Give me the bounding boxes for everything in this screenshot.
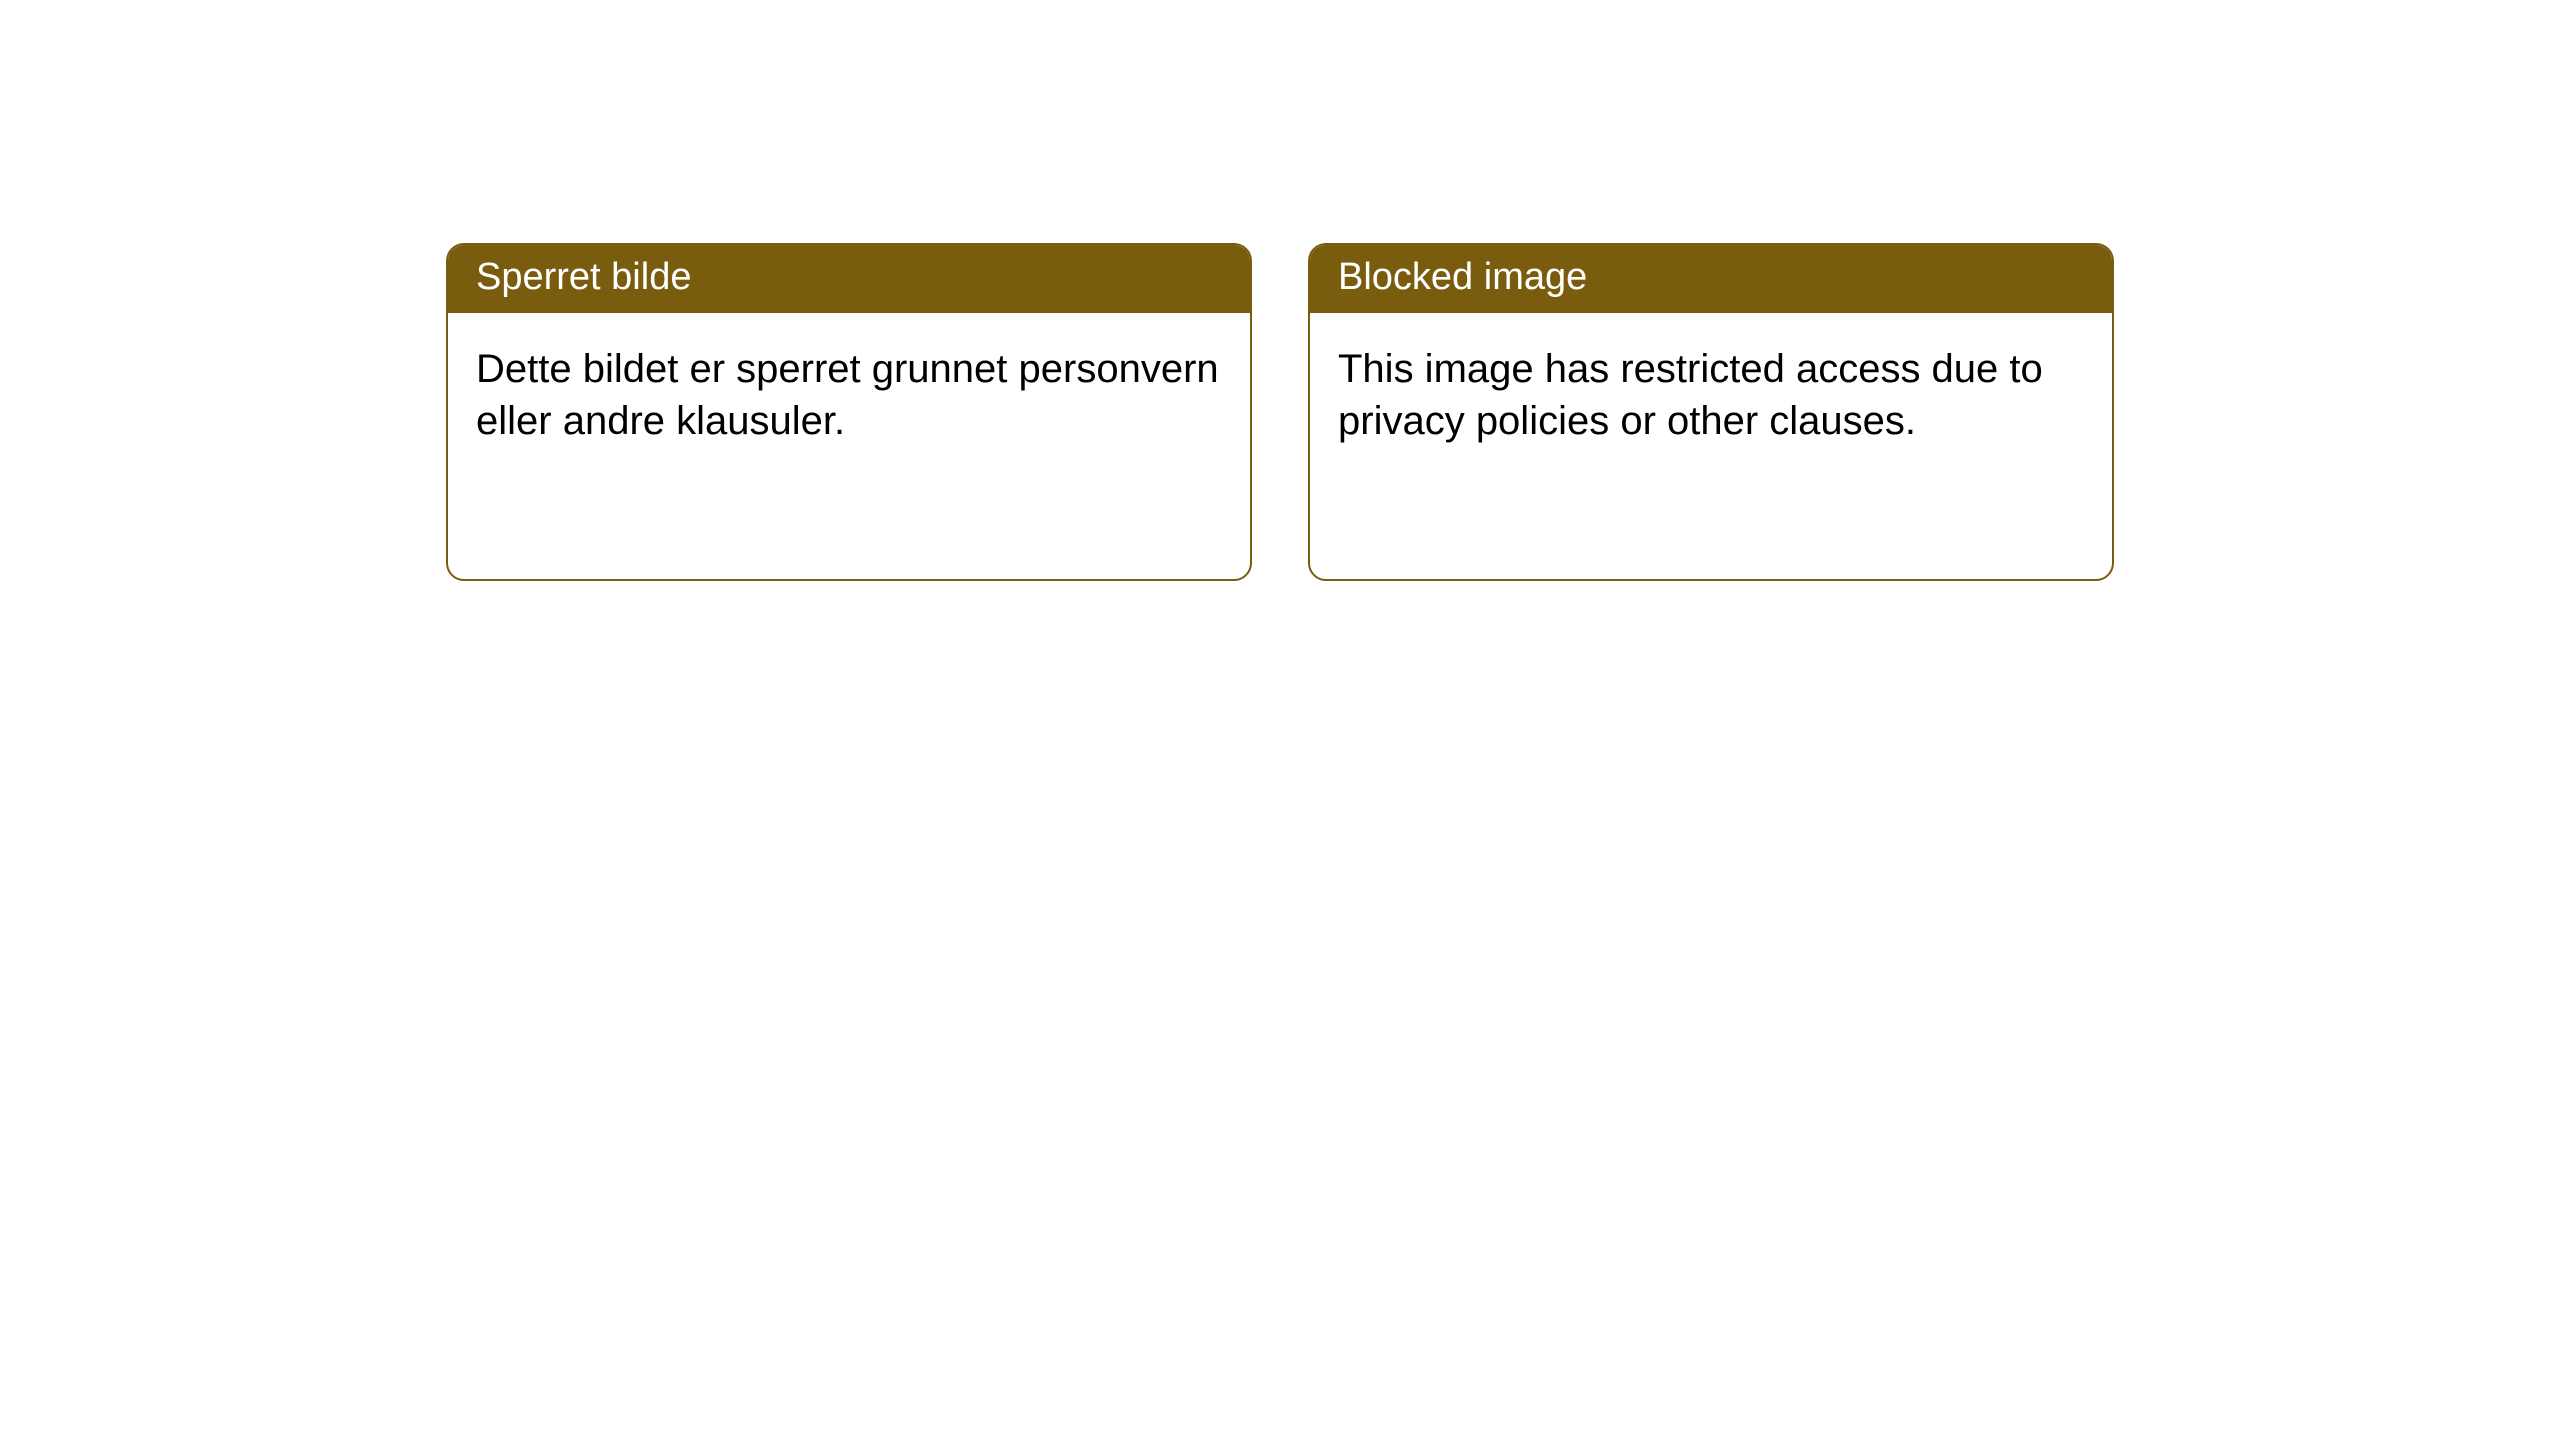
blocked-image-card-no: Sperret bilde Dette bildet er sperret gr… xyxy=(446,243,1252,581)
blocked-image-card-en: Blocked image This image has restricted … xyxy=(1308,243,2114,581)
card-header-text-no: Sperret bilde xyxy=(476,256,691,298)
card-body-en: This image has restricted access due to … xyxy=(1310,313,2112,477)
card-body-text-en: This image has restricted access due to … xyxy=(1338,347,2043,443)
notice-container: Sperret bilde Dette bildet er sperret gr… xyxy=(446,243,2114,581)
card-header-en: Blocked image xyxy=(1310,245,2112,313)
card-header-text-en: Blocked image xyxy=(1338,256,1587,298)
card-body-no: Dette bildet er sperret grunnet personve… xyxy=(448,313,1250,477)
card-header-no: Sperret bilde xyxy=(448,245,1250,313)
card-body-text-no: Dette bildet er sperret grunnet personve… xyxy=(476,347,1219,443)
